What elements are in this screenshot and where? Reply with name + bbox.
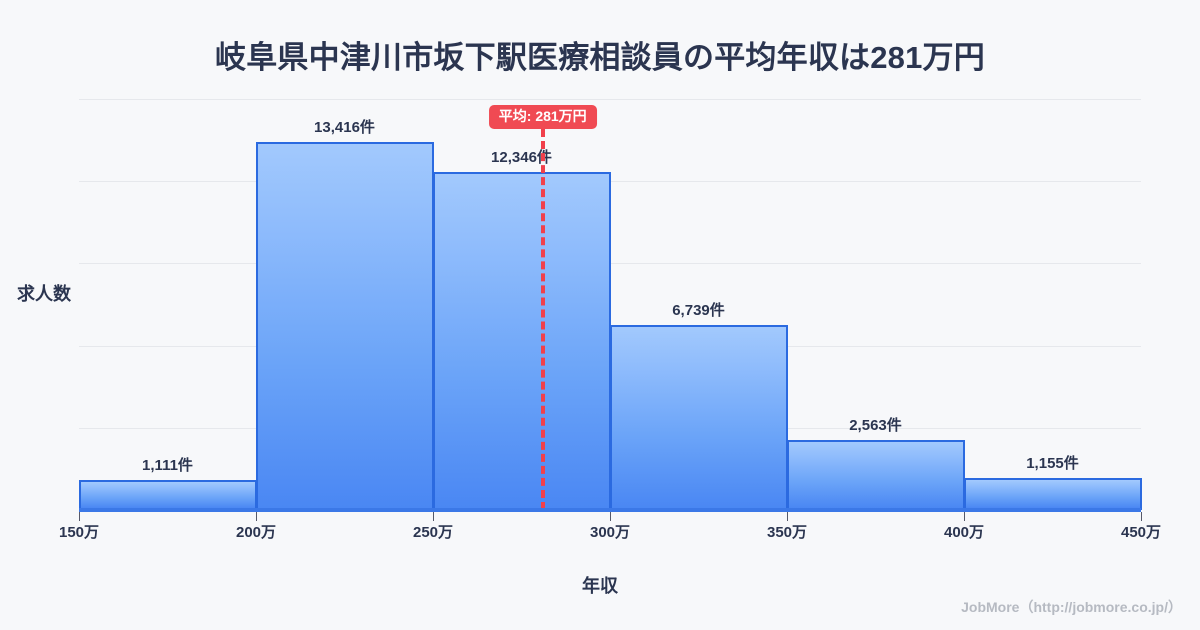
- x-axis-line: [79, 508, 1141, 512]
- x-tick-mark: [1141, 512, 1142, 521]
- x-tick-mark: [433, 512, 434, 521]
- bar[interactable]: [964, 478, 1142, 510]
- x-tick-label: 350万: [766, 524, 808, 541]
- x-tick-label: 250万: [412, 524, 454, 541]
- x-tick-mark: [79, 512, 80, 521]
- x-tick-mark: [964, 512, 965, 521]
- bar[interactable]: [433, 171, 611, 510]
- y-axis-title: 求人数: [17, 284, 71, 304]
- bar-value-label: 13,416件: [314, 119, 375, 137]
- x-tick-label: 150万: [58, 524, 100, 541]
- bar-value-label: 1,155件: [1026, 455, 1079, 473]
- x-tick-mark: [256, 512, 257, 521]
- gridline: [79, 99, 1141, 100]
- x-axis-title: 年収: [582, 576, 618, 596]
- bar-value-label: 1,111件: [142, 456, 193, 474]
- average-badge: 平均: 281万円: [488, 105, 597, 130]
- chart-title: 岐阜県中津川市坂下駅医療相談員の平均年収は281万円: [215, 40, 985, 75]
- x-tick-label: 300万: [589, 524, 631, 541]
- bar[interactable]: [79, 479, 257, 510]
- x-tick-label: 450万: [1120, 524, 1162, 541]
- bar[interactable]: [787, 439, 965, 510]
- bar-value-label: 12,346件: [491, 148, 552, 166]
- x-tick-label: 200万: [235, 524, 277, 541]
- bar[interactable]: [256, 142, 434, 510]
- bar[interactable]: [610, 325, 788, 510]
- bar-value-label: 2,563件: [849, 416, 902, 434]
- x-tick-mark: [787, 512, 788, 521]
- bar-value-label: 6,739件: [672, 302, 725, 320]
- watermark: JobMore（http://jobmore.co.jp/）: [961, 599, 1182, 615]
- x-tick-label: 400万: [943, 524, 985, 541]
- average-line: [540, 129, 545, 510]
- x-tick-mark: [610, 512, 611, 521]
